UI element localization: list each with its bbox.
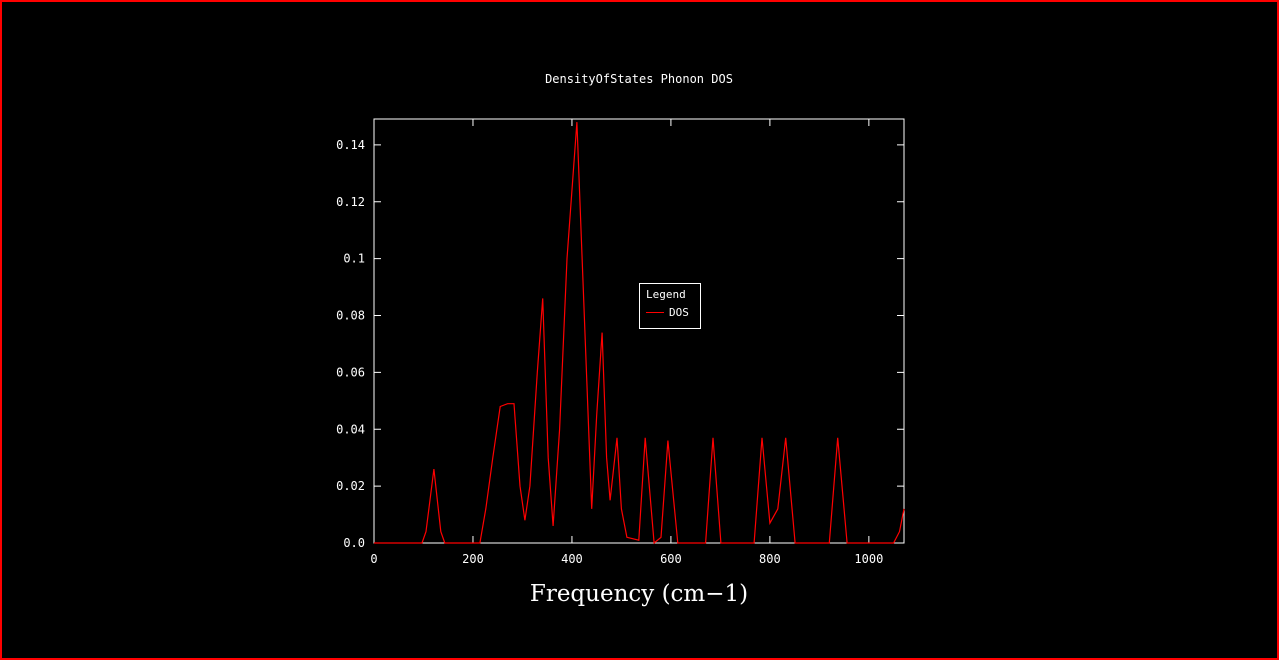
y-tick-label: 0.08 [336,309,365,323]
x-tick-label: 1000 [854,552,883,566]
y-tick-label: 0.12 [336,195,365,209]
x-tick-label: 800 [759,552,781,566]
x-tick-label: 600 [660,552,682,566]
legend-entry-label: DOS [669,306,689,319]
x-tick-label: 400 [561,552,583,566]
x-axis-label: Frequency (cm−1) [529,581,749,607]
y-tick-label: 0.1 [343,252,365,266]
y-tick-label: 0.0 [343,536,365,550]
legend-box: Legend DOS [639,283,701,329]
x-tick-label: 0 [370,552,377,566]
x-tick-label: 200 [462,552,484,566]
y-tick-label: 0.06 [336,365,365,379]
chart-title: DensityOfStates Phonon DOS [545,72,733,86]
y-tick-label: 0.14 [336,138,365,152]
y-tick-label: 0.02 [336,479,365,493]
y-tick-label: 0.04 [336,422,365,436]
legend-title: Legend [646,288,686,301]
dos-line-series [374,122,905,545]
dos-line-swatch-icon [646,312,664,313]
plot-frame [373,118,905,544]
legend-entry: DOS [640,301,700,319]
